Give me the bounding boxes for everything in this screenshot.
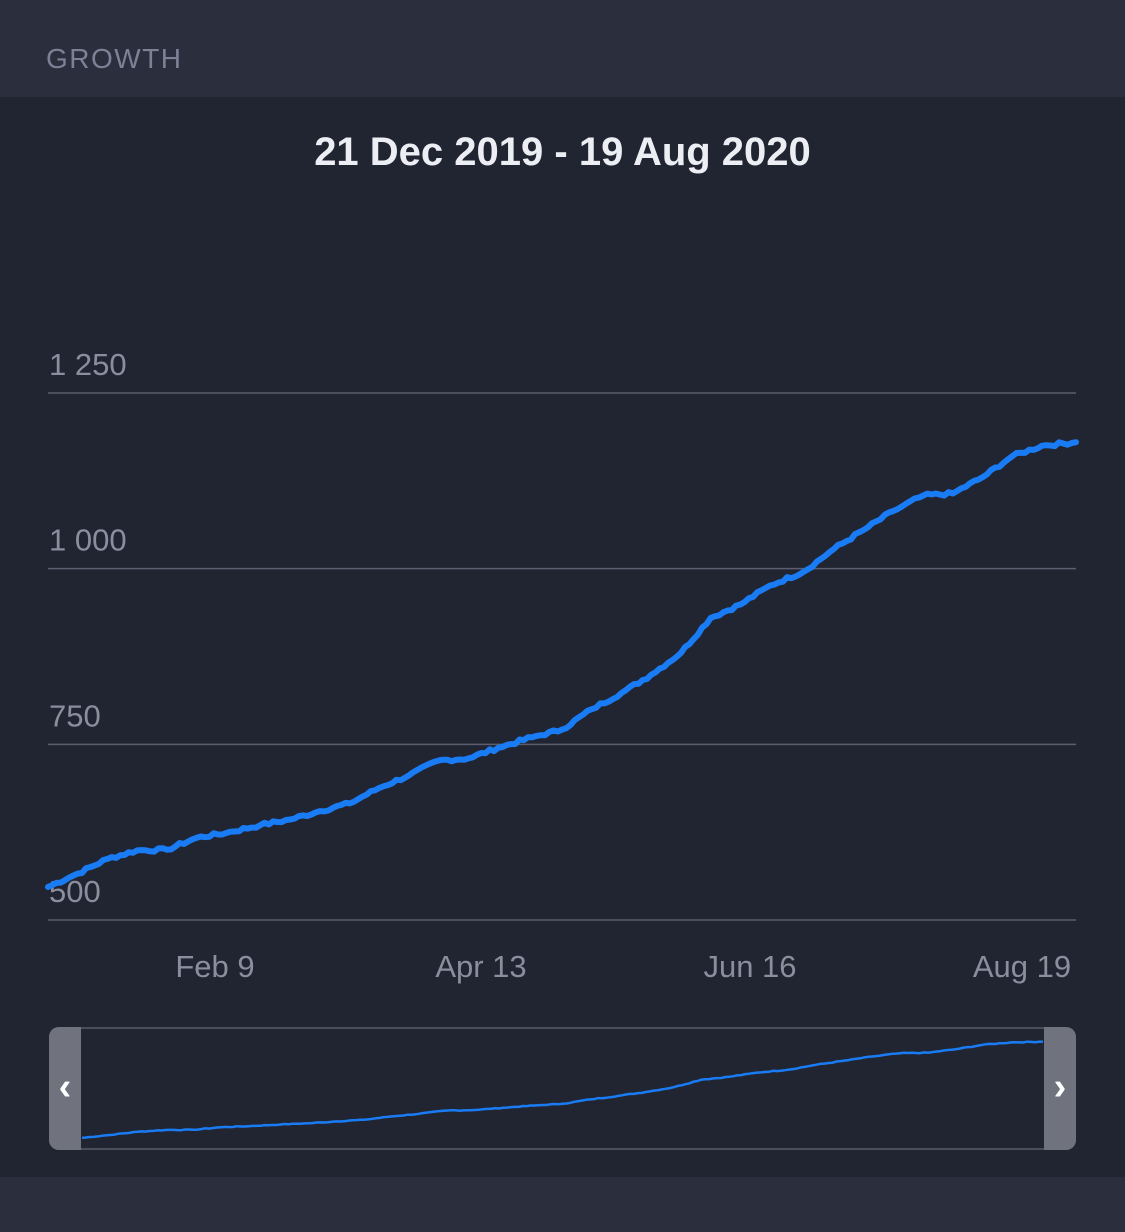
navigator-right-handle[interactable]: ›	[1044, 1027, 1076, 1150]
navigator-left-handle[interactable]: ‹	[49, 1027, 81, 1150]
y-tick-label: 750	[49, 698, 101, 733]
chevron-right-icon: ›	[1054, 1066, 1067, 1108]
chart-title: 21 Dec 2019 - 19 Aug 2020	[314, 130, 811, 174]
y-tick-label: 1 250	[49, 347, 127, 382]
y-axis-labels: 500 750 1 000 1 250	[49, 347, 127, 909]
navigator-window[interactable]	[81, 1029, 1044, 1148]
navigator-series	[81, 1040, 1044, 1140]
x-axis-labels: Feb 9 Apr 13 Jun 16 Aug 19	[175, 949, 1071, 984]
x-tick-label: Feb 9	[175, 949, 254, 984]
section-title: GROWTH	[46, 43, 183, 74]
grid-layer	[48, 392, 1076, 921]
series-layer	[45, 439, 1079, 890]
x-tick-label: Apr 13	[435, 949, 526, 984]
x-tick-label: Jun 16	[703, 949, 796, 984]
y-tick-label: 500	[49, 874, 101, 909]
chevron-left-icon: ‹	[59, 1066, 72, 1108]
navigator-line	[81, 1040, 1044, 1140]
range-navigator[interactable]: ‹ ›	[49, 1027, 1076, 1150]
growth-line	[45, 439, 1079, 890]
chart-card	[0, 97, 1125, 1177]
footer-area	[0, 1177, 1125, 1232]
y-tick-label: 1 000	[49, 523, 127, 558]
x-tick-label: Aug 19	[973, 949, 1071, 984]
section-header: GROWTH	[0, 0, 1125, 97]
